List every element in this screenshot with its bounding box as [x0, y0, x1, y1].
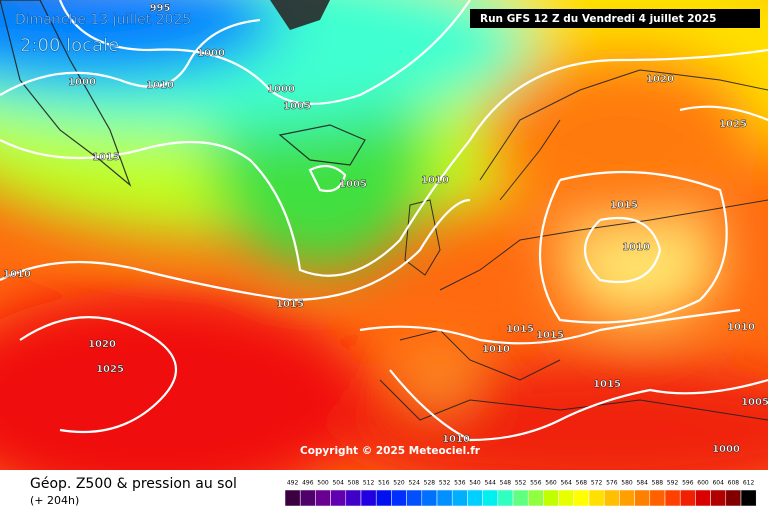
isobar-label: 1010 — [146, 80, 174, 91]
scale-label: 600 — [697, 480, 709, 487]
scale-swatch — [740, 489, 757, 507]
isobar-label: 995 — [150, 3, 171, 14]
scale-label: 568 — [576, 480, 588, 487]
isobar-label: 1000 — [267, 84, 295, 95]
scale-swatch — [451, 489, 468, 507]
isobar-label: 1015 — [593, 379, 621, 390]
scale-swatch — [284, 489, 301, 507]
isobar-label: 1005 — [741, 397, 768, 408]
scale-swatch — [603, 489, 620, 507]
scale-swatch — [345, 489, 362, 507]
scale-label: 604 — [712, 480, 724, 487]
isobar-label: 1010 — [3, 269, 31, 280]
scale-swatch — [315, 489, 331, 507]
footer-lead: (+ 204h) — [30, 494, 79, 507]
run-box — [470, 9, 760, 28]
scale-swatch — [527, 489, 544, 507]
scale-swatch — [710, 489, 727, 507]
scale-swatch — [664, 489, 681, 507]
scale-swatch — [375, 489, 392, 507]
scale-label: 536 — [454, 480, 466, 487]
footer-title: Géop. Z500 & pression au sol — [30, 476, 237, 492]
scale-swatch — [558, 489, 575, 507]
isobar-label: 1010 — [727, 322, 755, 333]
scale-swatch — [649, 489, 666, 507]
isobar-label: 1005 — [339, 179, 367, 190]
isobar-label: 1015 — [536, 330, 564, 341]
map-date: Dimanche 13 juillet 2025 — [15, 12, 191, 28]
scale-swatch — [497, 489, 514, 507]
scale-label: 580 — [621, 480, 633, 487]
scale-label: 612 — [743, 480, 755, 487]
scale-swatch — [512, 489, 529, 507]
scale-label: 520 — [393, 480, 405, 487]
scale-label: 552 — [515, 480, 527, 487]
scale-label: 584 — [636, 480, 648, 487]
scale-label: 504 — [332, 480, 344, 487]
scale-label: 540 — [469, 480, 481, 487]
run-info: Run GFS 12 Z du Vendredi 4 juillet 2025 — [480, 13, 716, 25]
scale-swatch — [543, 489, 559, 507]
scale-label: 548 — [500, 480, 512, 487]
scale-swatch — [695, 489, 711, 507]
isobar-label: 1015 — [92, 152, 120, 163]
scale-swatch — [299, 489, 316, 507]
isobar-label: 1015 — [610, 200, 638, 211]
scale-label: 500 — [317, 480, 329, 487]
isobar-label: 1010 — [421, 175, 449, 186]
isobar-label: 1010 — [482, 344, 510, 355]
scale-label: 496 — [302, 480, 314, 487]
scale-swatch — [588, 489, 605, 507]
isobar-label: 1015 — [506, 324, 534, 335]
scale-label: 572 — [591, 480, 603, 487]
map-time: 2:00 locale — [20, 35, 119, 56]
scale-swatch — [391, 489, 407, 507]
scale-label: 516 — [378, 480, 390, 487]
copyright: Copyright © 2025 Meteociel.fr — [300, 445, 481, 457]
scale-swatch — [421, 489, 438, 507]
scale-label: 564 — [560, 480, 572, 487]
scale-label: 608 — [728, 480, 740, 487]
scale-swatch — [619, 489, 635, 507]
scale-swatch — [725, 489, 742, 507]
scale-swatch — [360, 489, 377, 507]
scale-label: 528 — [424, 480, 436, 487]
scale-swatch — [467, 489, 483, 507]
scale-label: 492 — [287, 480, 299, 487]
scale-swatch — [406, 489, 423, 507]
scale-swatch — [330, 489, 347, 507]
isobar-label: 1000 — [68, 77, 96, 88]
isobar-label: 1010 — [442, 434, 470, 445]
scale-label: 532 — [439, 480, 451, 487]
scale-label: 556 — [530, 480, 542, 487]
scale-swatch — [436, 489, 453, 507]
scale-label: 524 — [408, 480, 420, 487]
scale-label: 576 — [606, 480, 618, 487]
isobar-label: 1020 — [646, 74, 674, 85]
isobar-label: 1020 — [88, 339, 116, 350]
scale-swatch — [679, 489, 696, 507]
scale-swatch — [482, 489, 499, 507]
isobar-label: 1000 — [712, 444, 740, 455]
isobar-label: 1025 — [719, 119, 747, 130]
isobar-label: 1015 — [276, 299, 304, 310]
scale-swatch — [634, 489, 651, 507]
scale-label: 508 — [348, 480, 360, 487]
isobar-label: 1010 — [622, 242, 650, 253]
scale-label: 560 — [545, 480, 557, 487]
scale-label: 592 — [667, 480, 679, 487]
scale-label: 544 — [484, 480, 496, 487]
isobar-label: 1005 — [283, 101, 311, 112]
isobar-label: 1000 — [197, 48, 225, 59]
scale-label: 512 — [363, 480, 375, 487]
scale-label: 588 — [652, 480, 664, 487]
scale-swatch — [573, 489, 590, 507]
isobar-label: 1025 — [96, 364, 124, 375]
scale-label: 596 — [682, 480, 694, 487]
